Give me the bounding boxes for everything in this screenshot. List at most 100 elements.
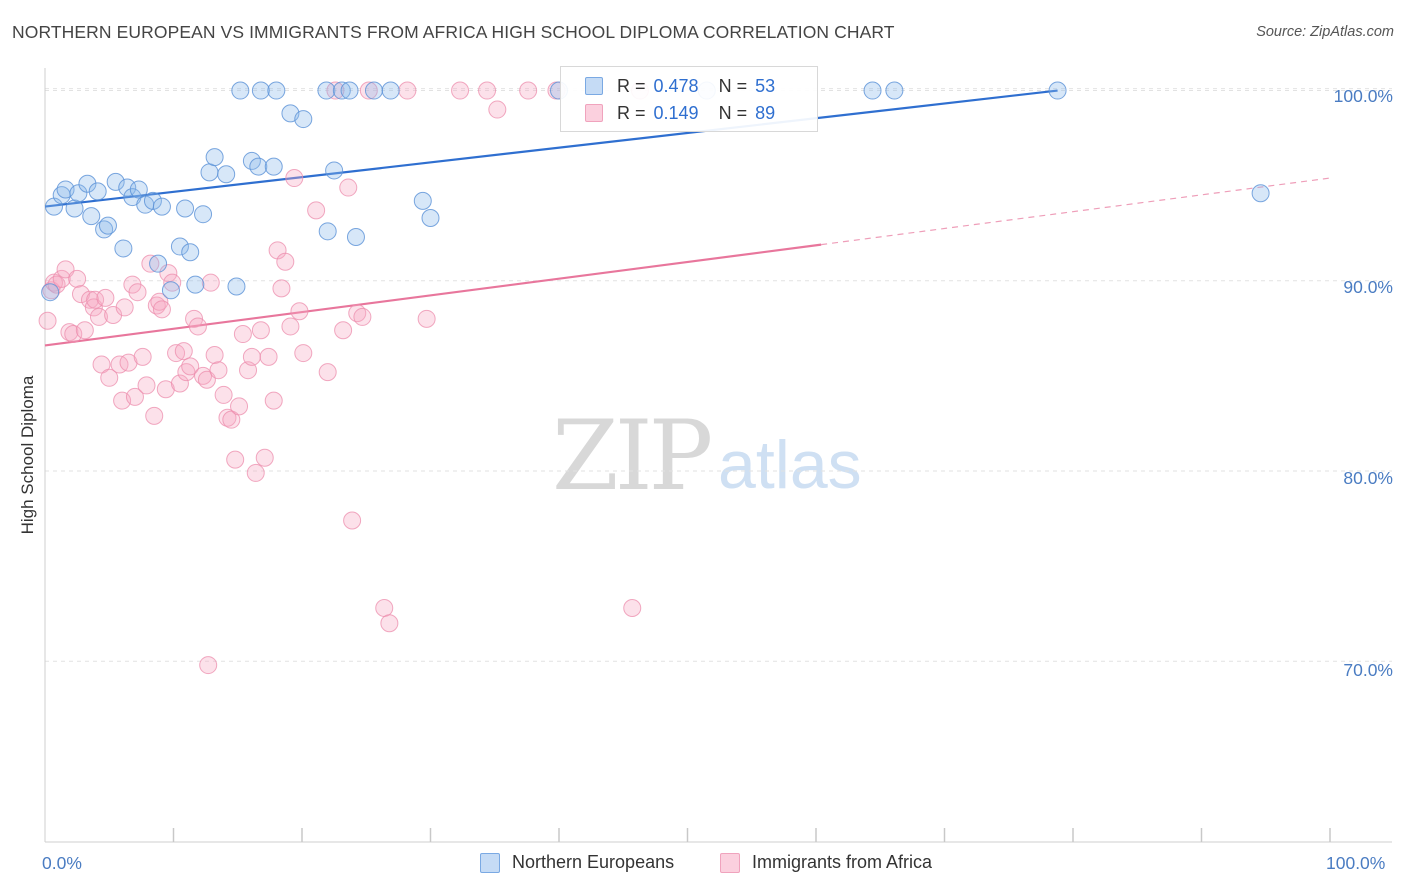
- data-point-immigrants-from-africa: [100, 368, 119, 387]
- data-point-immigrants-from-africa: [214, 385, 233, 404]
- data-point-northern-europeans: [1048, 81, 1067, 100]
- legend-swatch-pink: [585, 104, 603, 122]
- data-point-immigrants-from-africa: [488, 100, 507, 119]
- data-point-northern-europeans: [65, 199, 84, 218]
- data-point-immigrants-from-africa: [375, 599, 394, 617]
- data-point-northern-europeans: [118, 178, 137, 197]
- bottom-legend-swatch-pink: [720, 852, 740, 873]
- data-point-northern-europeans: [325, 161, 344, 180]
- data-point-northern-europeans: [186, 275, 205, 294]
- data-point-northern-europeans: [176, 199, 195, 218]
- data-point-immigrants-from-africa: [38, 311, 57, 330]
- data-point-northern-europeans: [381, 81, 400, 100]
- data-point-immigrants-from-africa: [68, 269, 87, 288]
- data-point-immigrants-from-africa: [152, 300, 171, 319]
- data-point-immigrants-from-africa: [115, 298, 134, 317]
- data-point-northern-europeans: [161, 281, 180, 300]
- data-point-northern-europeans: [346, 228, 365, 247]
- data-point-northern-europeans: [885, 81, 904, 100]
- axes: [44, 68, 1392, 843]
- data-point-northern-europeans: [152, 197, 171, 216]
- data-point-northern-europeans: [200, 163, 219, 182]
- data-point-immigrants-from-africa: [334, 321, 353, 340]
- data-point-immigrants-from-africa: [398, 81, 417, 100]
- data-point-immigrants-from-africa: [242, 347, 261, 366]
- data-point-immigrants-from-africa: [230, 397, 249, 416]
- data-points: [38, 81, 1270, 675]
- y-tick-label-80: 80.0%: [1343, 468, 1393, 488]
- data-point-immigrants-from-africa: [239, 361, 258, 380]
- data-point-northern-europeans: [264, 157, 283, 176]
- legend-r-value: 0.478: [653, 75, 699, 96]
- x-tick-label-100: 100.0%: [1326, 853, 1386, 873]
- data-point-immigrants-from-africa: [255, 448, 274, 467]
- data-point-immigrants-from-africa: [64, 325, 83, 344]
- data-point-northern-europeans: [129, 180, 148, 199]
- legend-n-value: 89: [755, 102, 776, 123]
- data-point-northern-europeans: [205, 148, 224, 167]
- bottom-legend-northern-europeans: Northern Europeans: [480, 852, 674, 873]
- data-point-immigrants-from-africa: [285, 169, 304, 188]
- legend-r-label: R =: [617, 102, 646, 123]
- data-point-immigrants-from-africa: [47, 275, 66, 294]
- data-point-northern-europeans: [863, 81, 882, 100]
- data-point-immigrants-from-africa: [201, 273, 220, 292]
- data-point-northern-europeans: [318, 222, 337, 241]
- data-point-northern-europeans: [227, 277, 246, 296]
- legend-row-northern-europeans: R = 0.478 N = 53: [585, 74, 775, 98]
- data-point-immigrants-from-africa: [56, 260, 75, 279]
- data-point-immigrants-from-africa: [226, 450, 245, 469]
- data-point-immigrants-from-africa: [623, 599, 642, 617]
- legend-row-immigrants-from-africa: R = 0.149 N = 89: [585, 101, 775, 125]
- data-point-immigrants-from-africa: [318, 363, 337, 382]
- data-point-immigrants-from-africa: [174, 342, 193, 361]
- data-point-immigrants-from-africa: [133, 347, 152, 366]
- trend-line-northern-europeans: [44, 89, 1058, 208]
- data-point-immigrants-from-africa: [451, 81, 470, 100]
- data-point-immigrants-from-africa: [222, 410, 241, 429]
- data-point-northern-europeans: [294, 110, 313, 129]
- data-point-immigrants-from-africa: [167, 344, 186, 363]
- correlation-legend: R = 0.478 N = 53 R = 0.149 N = 89: [560, 66, 818, 132]
- chart-title: NORTHERN EUROPEAN VS IMMIGRANTS FROM AFR…: [12, 22, 895, 42]
- data-point-immigrants-from-africa: [84, 298, 103, 317]
- data-point-immigrants-from-africa: [264, 391, 283, 410]
- data-point-immigrants-from-africa: [141, 254, 160, 273]
- source-label: Source: ZipAtlas.com: [1256, 24, 1394, 40]
- legend-n-label: N =: [718, 102, 748, 123]
- data-point-northern-europeans: [88, 182, 107, 201]
- data-point-northern-europeans: [149, 254, 168, 273]
- data-point-immigrants-from-africa: [170, 374, 189, 393]
- data-point-northern-europeans: [1251, 184, 1270, 203]
- data-point-immigrants-from-africa: [145, 406, 164, 425]
- data-point-immigrants-from-africa: [290, 302, 309, 321]
- data-point-northern-europeans: [332, 81, 351, 100]
- data-point-immigrants-from-africa: [353, 307, 372, 326]
- data-point-immigrants-from-africa: [199, 656, 218, 675]
- data-point-northern-europeans: [98, 216, 117, 235]
- bottom-legend-immigrants-from-africa: Immigrants from Africa: [720, 852, 932, 873]
- data-point-northern-europeans: [317, 81, 336, 100]
- data-point-immigrants-from-africa: [188, 317, 207, 336]
- data-point-northern-europeans: [217, 165, 236, 184]
- data-point-immigrants-from-africa: [251, 321, 270, 340]
- data-point-northern-europeans: [114, 239, 133, 258]
- y-tick-label-90: 90.0%: [1343, 277, 1393, 297]
- data-point-northern-europeans: [340, 81, 359, 100]
- legend-r-value: 0.149: [653, 102, 699, 123]
- data-point-immigrants-from-africa: [307, 201, 326, 220]
- data-point-northern-europeans: [106, 172, 125, 191]
- legend-r-label: R =: [617, 75, 646, 96]
- data-point-immigrants-from-africa: [163, 273, 182, 292]
- data-point-immigrants-from-africa: [339, 178, 358, 197]
- data-point-immigrants-from-africa: [137, 376, 156, 395]
- data-point-immigrants-from-africa: [128, 283, 147, 302]
- data-point-northern-europeans: [194, 205, 213, 224]
- data-point-immigrants-from-africa: [519, 81, 538, 100]
- trend-line-extension-immigrants-from-africa: [821, 177, 1331, 246]
- data-point-immigrants-from-africa: [205, 345, 224, 364]
- data-point-immigrants-from-africa: [343, 511, 362, 530]
- data-point-immigrants-from-africa: [417, 309, 436, 328]
- data-point-northern-europeans: [364, 81, 383, 100]
